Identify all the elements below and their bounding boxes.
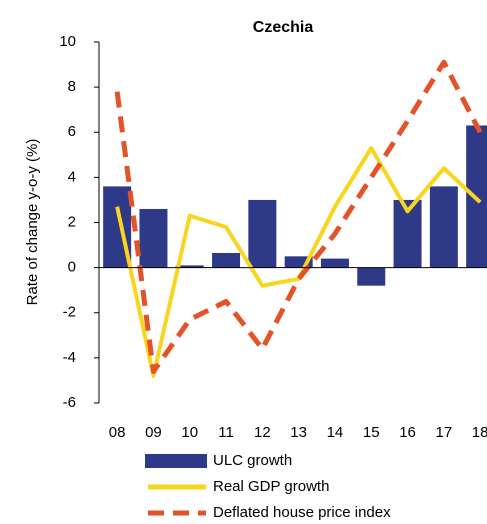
y-tick-label: -2	[63, 304, 76, 321]
x-tick-label: 14	[327, 424, 344, 441]
dashed-line	[114, 59, 483, 374]
line	[115, 146, 482, 378]
y-tick-label: -4	[63, 349, 76, 366]
y-tick-label: 4	[68, 168, 76, 185]
y-tick-label: -6	[63, 394, 76, 411]
x-tick-label: 13	[290, 424, 307, 441]
y-tick-label: 6	[68, 123, 76, 140]
x-tick-label: 15	[363, 424, 380, 441]
y-tick-label: 0	[68, 259, 76, 276]
x-tick-label: 08	[109, 424, 126, 441]
x-tick-label: 12	[254, 424, 271, 441]
bar	[357, 267, 386, 286]
x-tick-label: 16	[399, 424, 416, 441]
legend-label: Real GDP growth	[213, 478, 329, 495]
legend-swatch	[145, 454, 207, 468]
y-axis-label: Rate of change y-o-y (%)	[24, 139, 41, 306]
y-tick-label: 10	[59, 33, 76, 50]
bar	[284, 256, 313, 268]
bar	[212, 252, 241, 268]
x-tick-label: 17	[436, 424, 453, 441]
bar	[248, 199, 277, 268]
bar	[175, 265, 204, 268]
x-tick-label: 11	[218, 424, 234, 441]
y-tick-label: 2	[68, 213, 76, 230]
legend-label: ULC growth	[213, 452, 292, 469]
x-tick-label: 09	[145, 424, 162, 441]
y-tick-label: 8	[68, 78, 76, 95]
legend-label: Deflated house price index	[213, 504, 391, 521]
x-tick-label: 18	[472, 424, 487, 441]
bar	[320, 258, 349, 268]
x-tick-label: 10	[181, 424, 198, 441]
bar	[139, 208, 168, 268]
bar	[429, 186, 458, 268]
chart-title: Czechia	[253, 19, 314, 36]
